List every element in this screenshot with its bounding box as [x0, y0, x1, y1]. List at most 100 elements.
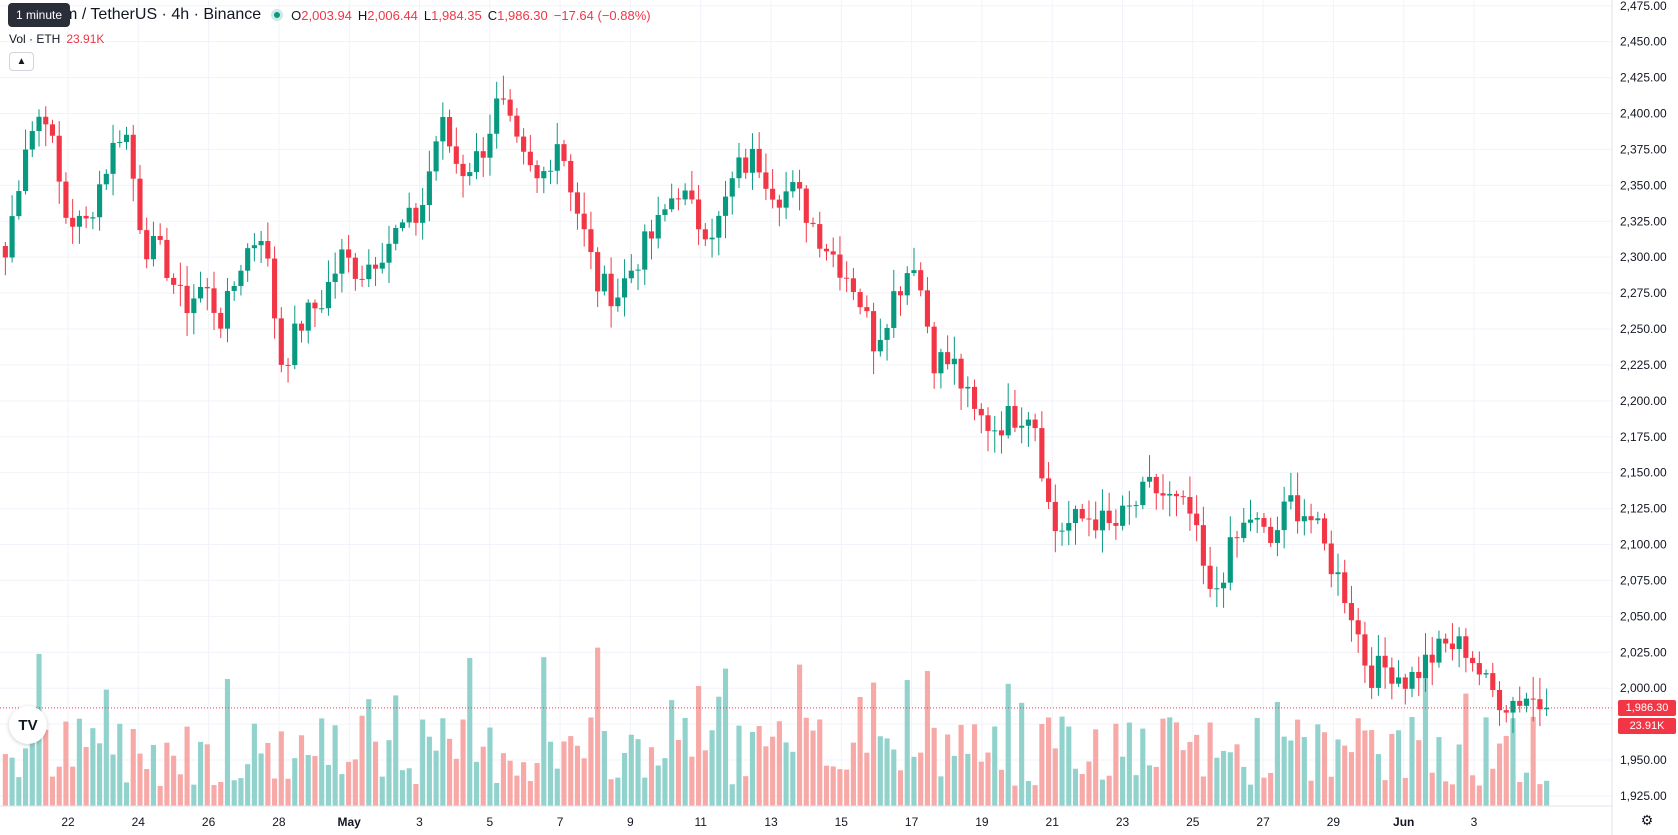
volume-bar — [1483, 717, 1489, 806]
candle-body — [850, 278, 856, 293]
volume-bar — [346, 761, 352, 806]
volume-bar — [749, 731, 756, 806]
volume-bar — [292, 758, 298, 806]
volume-bar — [547, 741, 554, 806]
candle-body — [1247, 519, 1254, 523]
volume-bar — [211, 785, 217, 806]
candle-body — [682, 190, 688, 200]
volume-bar — [1362, 730, 1368, 806]
volume-bar — [628, 734, 634, 806]
volume-bar — [682, 717, 688, 806]
candle-body — [1443, 638, 1449, 644]
candle-body — [103, 173, 109, 185]
volume-bar — [22, 748, 29, 806]
volume-bar — [669, 700, 675, 806]
candle-body — [16, 191, 22, 217]
volume-bar — [1375, 754, 1381, 806]
candle-body — [440, 117, 446, 142]
volume-bar — [1113, 723, 1119, 806]
volume-bar — [9, 757, 15, 806]
volume-bar — [1389, 733, 1395, 806]
price-tick-label: 2,200.00 — [1620, 394, 1667, 408]
volume-bar — [844, 769, 850, 806]
volume-legend[interactable]: Vol · ETH 23.91K — [9, 32, 104, 46]
ohlc-high: H2,006.44 — [357, 7, 418, 23]
candle-body — [1503, 710, 1509, 713]
price-tick-label: 2,325.00 — [1620, 214, 1667, 228]
volume-bar — [689, 756, 695, 806]
price-tick-label: 2,075.00 — [1620, 573, 1667, 587]
price-tick-label: 2,250.00 — [1620, 322, 1667, 336]
volume-bar — [1470, 775, 1476, 806]
volume-bar — [830, 766, 836, 806]
candle-body — [1241, 522, 1247, 539]
candle-body — [958, 358, 964, 389]
candle-body — [359, 278, 365, 280]
volume-bar — [1234, 744, 1240, 806]
candle-body — [393, 227, 399, 244]
volume-bar — [238, 778, 244, 806]
volume-bar — [1335, 739, 1341, 806]
candle-body — [1355, 620, 1361, 635]
candle-body — [184, 285, 190, 314]
time-tick-label: 13 — [764, 815, 778, 829]
candle-body — [1517, 700, 1523, 706]
volume-bar — [716, 696, 722, 806]
collapse-legend-button[interactable]: ▲ — [9, 52, 34, 71]
candle-body — [487, 133, 493, 158]
volume-bar — [1180, 750, 1186, 806]
candle-body — [339, 249, 345, 274]
candle-body — [938, 352, 944, 374]
candle-body — [561, 144, 567, 161]
candle-body — [1321, 518, 1328, 544]
candle-body — [500, 98, 506, 100]
volume-bar — [1254, 717, 1260, 806]
candle-body — [265, 241, 271, 259]
volume-bar — [655, 765, 661, 806]
volume-label: Vol · ETH — [9, 32, 61, 46]
volume-bar — [945, 734, 951, 806]
candle-body — [978, 408, 984, 416]
volume-bar — [978, 761, 984, 806]
time-tick-label: 17 — [905, 815, 919, 829]
candle-body — [1086, 518, 1092, 520]
candle-body — [278, 318, 284, 365]
candle-body — [1348, 603, 1355, 621]
candle-body — [1389, 667, 1395, 684]
candle-body — [1476, 663, 1482, 675]
candle-body — [1072, 509, 1079, 524]
volume-bar — [453, 758, 459, 806]
volume-bar — [43, 729, 49, 806]
candle-body — [1416, 671, 1422, 679]
volume-bar — [1214, 757, 1220, 806]
candle-body — [480, 151, 486, 158]
candle-body — [945, 352, 951, 365]
volume-bar — [702, 750, 708, 806]
candle-body — [817, 224, 823, 249]
candle-body — [998, 430, 1005, 436]
symbol-title[interactable]: Ethereum / TetherUS · 4h · Binance — [8, 6, 262, 23]
volume-bar — [918, 752, 924, 806]
candle-body — [1214, 588, 1220, 590]
volume-bar — [386, 740, 392, 806]
volume-bar — [1059, 716, 1065, 806]
tradingview-logo-icon[interactable]: TV — [9, 706, 47, 744]
candle-body — [110, 142, 116, 174]
candle-body — [1409, 671, 1415, 689]
volume-bar — [305, 754, 311, 806]
volume-bar — [1261, 777, 1267, 806]
candle-body — [1537, 699, 1543, 710]
volume-bar — [177, 774, 183, 806]
candle-body — [332, 273, 338, 282]
market-status-icon[interactable] — [271, 9, 284, 21]
volume-bar — [339, 774, 345, 806]
volume-bar — [696, 685, 702, 806]
ohlc-open: O2,003.94 — [291, 7, 352, 23]
candle-body — [1436, 638, 1442, 663]
volume-bars — [2, 647, 1550, 806]
candle-body — [1274, 530, 1280, 543]
candle-body — [1126, 505, 1132, 507]
gear-icon[interactable]: ⚙ — [1640, 811, 1654, 828]
volume-bar — [817, 719, 823, 806]
